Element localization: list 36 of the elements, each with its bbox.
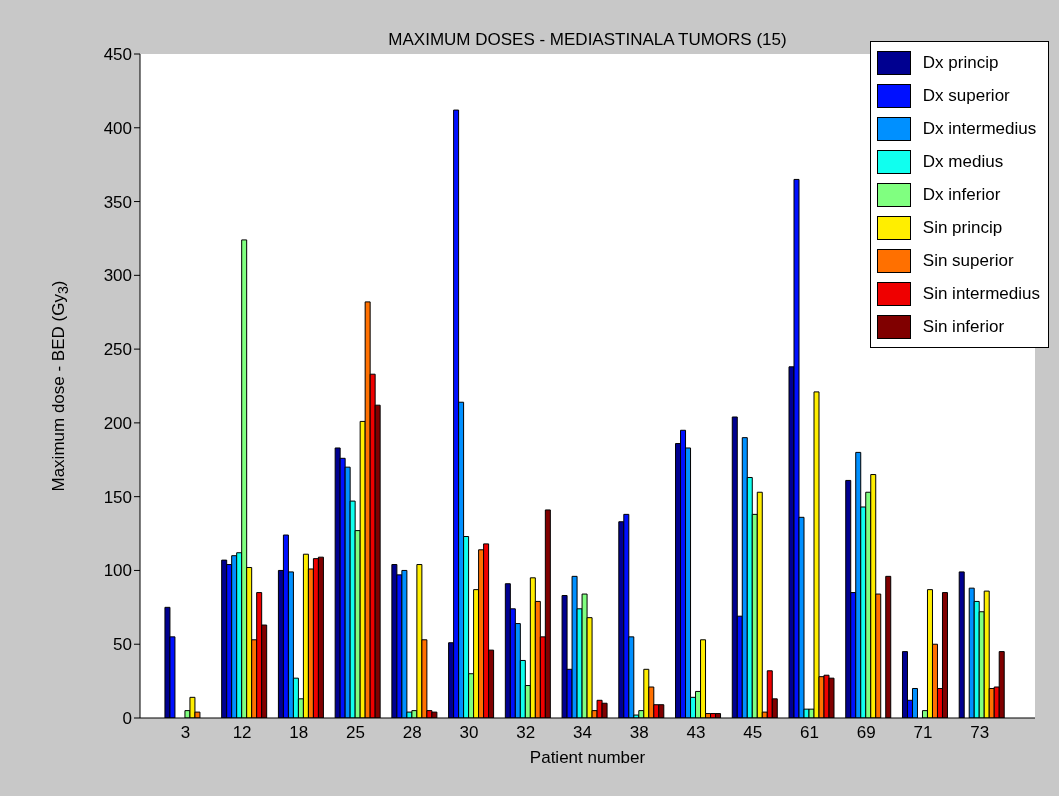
x-tick-label: 61 xyxy=(799,723,819,743)
legend-label: Dx medius xyxy=(922,151,1004,172)
x-tick-label: 25 xyxy=(346,723,366,743)
legend-label: Sin inferior xyxy=(922,316,1005,337)
x-tick-label: 38 xyxy=(629,723,649,743)
x-tick-label: 18 xyxy=(289,723,309,743)
legend-label: Dx inferior xyxy=(922,184,1001,205)
x-axis-title: Patient number xyxy=(528,748,647,768)
x-tick-label: 73 xyxy=(970,723,990,743)
x-tick-label: 43 xyxy=(686,723,706,743)
x-tick-label: 28 xyxy=(402,723,422,743)
legend-label: Dx superior xyxy=(922,85,1010,106)
y-tick-label: 100 xyxy=(103,561,132,581)
x-tick-label: 45 xyxy=(743,723,763,743)
x-tick-label: 3 xyxy=(180,723,191,743)
legend-label: Dx intermedius xyxy=(922,118,1037,139)
y-tick-label: 350 xyxy=(103,192,132,212)
y-tick-label: 400 xyxy=(103,118,132,138)
y-tick-label: 150 xyxy=(103,487,132,507)
y-tick-label: 250 xyxy=(103,340,132,360)
y-tick-label: 300 xyxy=(103,266,132,286)
legend-label: Sin superior xyxy=(922,250,1014,271)
legend-label: Sin intermedius xyxy=(922,283,1040,304)
legend-label: Dx princip xyxy=(922,52,999,73)
y-tick-label: 450 xyxy=(103,45,132,65)
x-tick-label: 34 xyxy=(573,723,592,743)
y-tick-label: 200 xyxy=(103,413,132,433)
legend-label: Sin princip xyxy=(922,217,1003,238)
x-tick-label: 12 xyxy=(232,723,252,743)
x-tick-label: 32 xyxy=(516,723,536,743)
y-tick-label: 50 xyxy=(113,635,132,655)
x-tick-label: 69 xyxy=(856,723,876,743)
x-tick-label: 30 xyxy=(459,723,479,743)
x-tick-label: 71 xyxy=(913,723,933,743)
chart-title: MAXIMUM DOSES - MEDIASTINALA TUMORS (15) xyxy=(387,30,788,50)
y-tick-label: 0 xyxy=(122,709,132,729)
